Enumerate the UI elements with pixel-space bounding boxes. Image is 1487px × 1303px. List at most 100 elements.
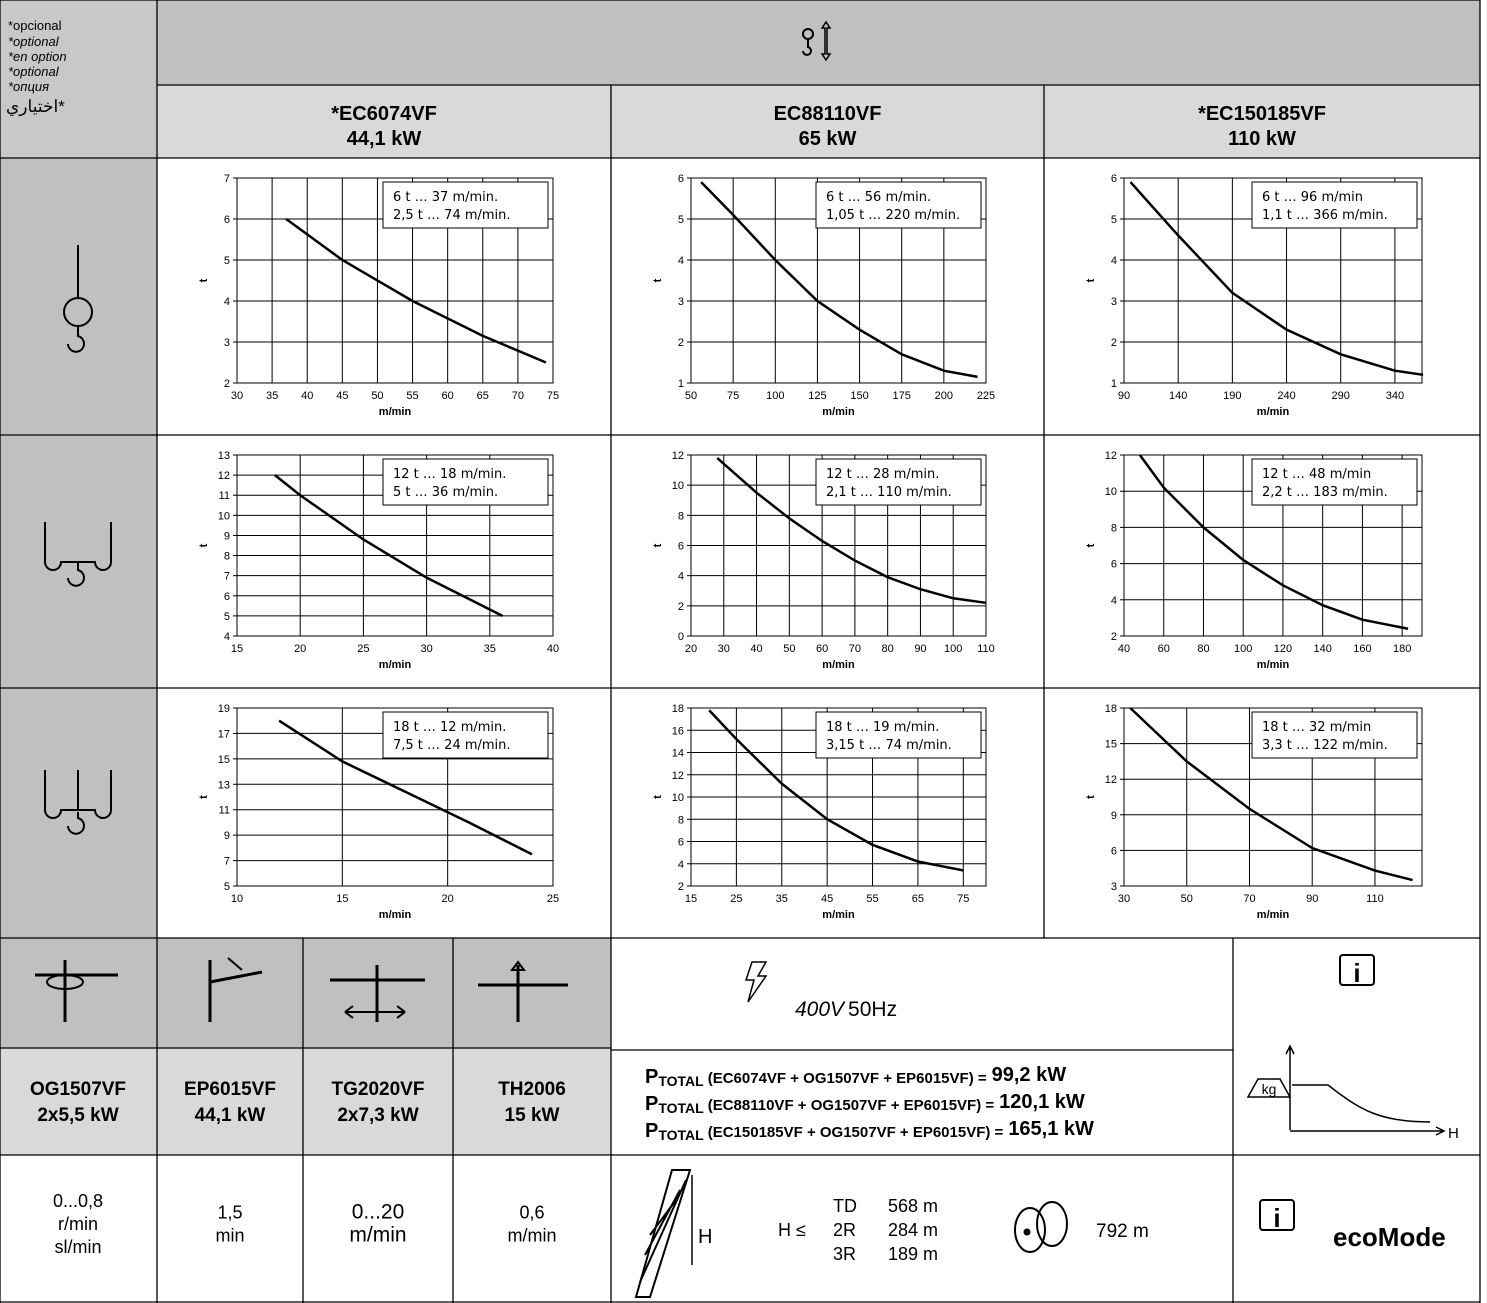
y-axis-label: t [652,278,664,282]
height-value: 189 m [888,1244,938,1264]
annotation: 12 t … 18 m/min. [393,467,506,482]
y-tick-label: 6 [1111,845,1117,857]
mechanism-speed: 1,5 [217,1203,242,1223]
y-tick-label: 6 [678,541,684,553]
annotation-box [382,181,549,229]
y-tick-label: 8 [224,551,230,563]
y-tick-label: 2 [1111,337,1117,349]
x-tick-label: 340 [1386,390,1404,402]
x-axis-label: m/min [822,909,855,921]
supply: 400V 50Hz [795,998,897,1021]
y-tick-label: 4 [224,296,230,308]
curve [1129,707,1413,882]
option-note: *опция [8,79,49,94]
y-tick-label: 10 [218,510,230,522]
total-subscript: TOTAL [658,1127,704,1143]
voltage: 400V [795,998,846,1021]
x-tick-label: 60 [442,390,454,402]
mechanism-speed: m/min [349,1224,406,1247]
x-tick-label: 55 [866,893,878,905]
annotation-box [1251,181,1418,229]
y-tick-label: 4 [678,859,684,871]
x-tick-label: 30 [718,643,730,655]
x-tick-label: 55 [406,390,418,402]
y-tick-label: 3 [224,337,230,349]
x-axis-label: m/min [1257,659,1290,671]
y-tick-label: 8 [1111,522,1117,534]
mechanism-model: TH2006 [498,1079,566,1100]
x-tick-label: 65 [912,893,924,905]
total-symbol: P [645,1120,658,1142]
total-power: PTOTAL (EC88110VF + OG1507VF + EP6015VF) … [645,1091,1085,1116]
hoist-power: 44,1 kW [347,128,422,150]
curve [716,457,987,605]
mechanism-speed: min [215,1226,244,1246]
x-tick-label: 45 [821,893,833,905]
height-value: 568 m [888,1196,938,1216]
total-formula: (EC88110VF + OG1507VF + EP6015VF) = [708,1097,995,1114]
x-tick-label: 20 [442,893,454,905]
curve [708,709,964,872]
y-tick-label: 10 [1105,486,1117,498]
x-tick-label: 25 [547,893,559,905]
y-tick-label: 18 [672,703,684,715]
y-tick-label: 13 [218,450,230,462]
option-note: *optional [8,34,60,49]
y-tick-label: 11 [219,805,230,817]
x-axis-label: m/min [379,909,412,921]
x-tick-label: 60 [816,643,828,655]
x-tick-label: 90 [1306,893,1318,905]
y-axis-label: t [1085,795,1097,799]
y-tick-label: 7 [224,571,230,583]
x-tick-label: 15 [231,643,243,655]
y-tick-label: 5 [224,611,230,623]
x-tick-label: 15 [685,893,697,905]
y-tick-label: 2 [678,601,684,613]
x-tick-label: 290 [1332,390,1350,402]
y-tick-label: 5 [224,881,230,893]
x-tick-label: 40 [301,390,313,402]
y-tick-label: 15 [218,754,230,766]
hoist-model: *EC150185VF [1198,103,1326,125]
x-tick-label: 240 [1277,390,1295,402]
y-tick-label: 15 [1105,739,1117,751]
chart: 4 5 6 7 8 9 10 11 12 13 15 20 25 30 35 40 m/min t 12 t … 1… [198,450,559,671]
reeving: 3R [833,1244,856,1264]
y-tick-label: 12 [1105,450,1117,462]
y-tick-label: 6 [1111,559,1117,571]
total-value: 99,2 kW [992,1064,1067,1086]
curve [278,719,533,856]
curve [274,474,504,618]
x-tick-label: 20 [294,643,306,655]
mechanism-power: 2x7,3 kW [337,1105,418,1126]
x-tick-label: 225 [977,390,995,402]
annotation-box [815,458,982,506]
chart: 5 7 9 11 13 15 17 19 10 15 20 25 m/min t 18 t … 12 m/m… [198,703,559,921]
y-tick-label: 13 [218,779,230,791]
y-tick-label: 5 [224,255,230,267]
x-tick-label: 200 [935,390,953,402]
mechanism-power: 44,1 kW [195,1105,266,1126]
x-tick-label: 190 [1223,390,1241,402]
chart: 2 4 6 8 10 12 14 16 18 15 25 35 45 55 65 75 m/min t 18 t …… [652,703,987,921]
y-tick-label: 4 [1111,255,1117,267]
x-tick-label: 45 [336,390,348,402]
svg-text:i: i [1273,1203,1280,1233]
total-value: 120,1 kW [999,1091,1085,1113]
frequency: 50Hz [848,998,897,1021]
annotation: 1,05 t … 220 m/min. [826,208,960,223]
y-tick-label: 4 [1111,595,1117,607]
annotation: 6 t … 56 m/min. [826,190,931,205]
x-tick-label: 140 [1169,390,1187,402]
x-tick-label: 20 [685,643,697,655]
x-tick-label: 100 [944,643,962,655]
x-tick-label: 40 [1118,643,1130,655]
mechanism-model: TG2020VF [332,1079,425,1100]
y-axis-label: t [198,543,210,547]
x-tick-label: 25 [357,643,369,655]
total-power: PTOTAL (EC6074VF + OG1507VF + EP6015VF) =… [645,1064,1066,1089]
y-tick-label: 2 [1111,631,1117,643]
y-tick-label: 6 [678,837,684,849]
hoist-power: 65 kW [799,128,857,150]
total-subscript: TOTAL [658,1073,704,1089]
